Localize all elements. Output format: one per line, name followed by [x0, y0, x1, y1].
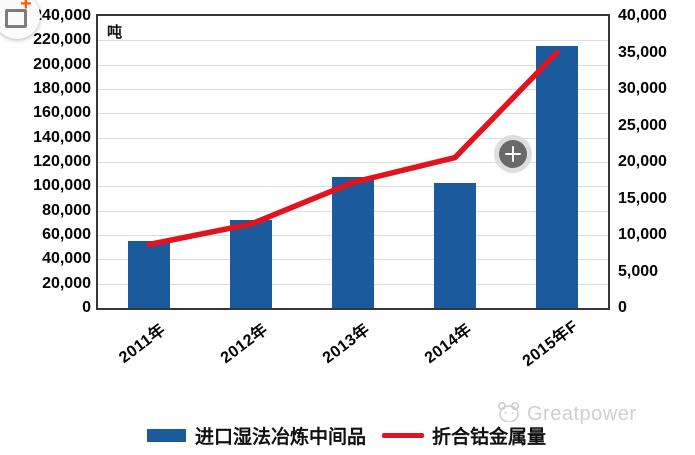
legend-bar-swatch	[147, 429, 186, 442]
gridline	[98, 137, 608, 139]
left-axis-tick-label: 100,000	[33, 177, 91, 195]
bar-2012年	[230, 220, 272, 308]
x-axis-label: 2012年	[217, 320, 272, 368]
left-axis-tick-label: 180,000	[33, 80, 91, 97]
left-axis-tick-label: 140,000	[33, 128, 91, 146]
greatpower-mascot-icon	[496, 400, 522, 428]
right-axis-tick-label: 20,000	[618, 153, 667, 170]
right-axis-tick-label: 25,000	[618, 116, 667, 134]
left-axis-tick-label: 40,000	[42, 250, 91, 268]
left-axis-tick-label: 240,000	[33, 7, 91, 24]
x-axis-label: 2011年	[116, 321, 169, 367]
right-axis-tick-label: 0	[618, 299, 627, 316]
legend-bar-label: 进口湿法冶炼中间品	[195, 427, 367, 448]
gridline	[98, 113, 608, 115]
gridline	[98, 162, 608, 163]
zoom-plus-button[interactable]	[494, 135, 532, 173]
screenshot-frame-icon	[5, 9, 27, 28]
gridline	[98, 89, 608, 90]
left-axis-tick-label: 0	[82, 299, 91, 316]
bar-2015年F	[536, 46, 578, 308]
line-series-layer	[146, 49, 560, 248]
right-axis-tick-label: 35,000	[618, 43, 667, 61]
right-axis-tick-label: 15,000	[618, 189, 667, 207]
x-axis-label: 2014年	[421, 320, 476, 368]
left-axis-tick-label: 60,000	[42, 226, 91, 243]
right-axis-tick-label: 30,000	[618, 80, 667, 97]
zoom-plus-icon	[499, 140, 527, 168]
gridline	[98, 40, 608, 42]
right-axis-tick-label: 40,000	[618, 7, 667, 24]
watermark-text: Greatpower	[527, 402, 637, 425]
right-axis-tick-label: 5,000	[618, 262, 659, 280]
plus-icon: +	[20, 0, 32, 15]
x-axis-label: 2015年F	[519, 317, 582, 371]
left-axis-tick-label: 220,000	[33, 31, 91, 49]
x-axis-label: 2013年	[319, 320, 374, 368]
watermark: Greatpower	[496, 400, 637, 428]
bar-2013年	[332, 176, 374, 308]
legend: 进口湿法冶炼中间品 折合钴金属量	[147, 422, 546, 449]
left-axis-tick-label: 80,000	[42, 201, 91, 219]
left-axis-tick-label: 200,000	[33, 55, 91, 73]
plot-area: 吨	[96, 14, 610, 310]
bar-2011年	[128, 241, 170, 308]
left-axis-tick-label: 120,000	[33, 153, 91, 170]
line-series-path	[146, 49, 560, 248]
left-axis-tick-label: 20,000	[42, 274, 91, 292]
legend-line-swatch	[382, 433, 425, 438]
bar-2014年	[434, 182, 476, 308]
left-axis-tick-label: 160,000	[33, 104, 91, 122]
legend-line-label: 折合钴金属量	[432, 427, 547, 448]
right-axis-tick-label: 10,000	[618, 226, 667, 243]
gridline	[98, 64, 608, 66]
unit-label: 吨	[107, 24, 123, 41]
